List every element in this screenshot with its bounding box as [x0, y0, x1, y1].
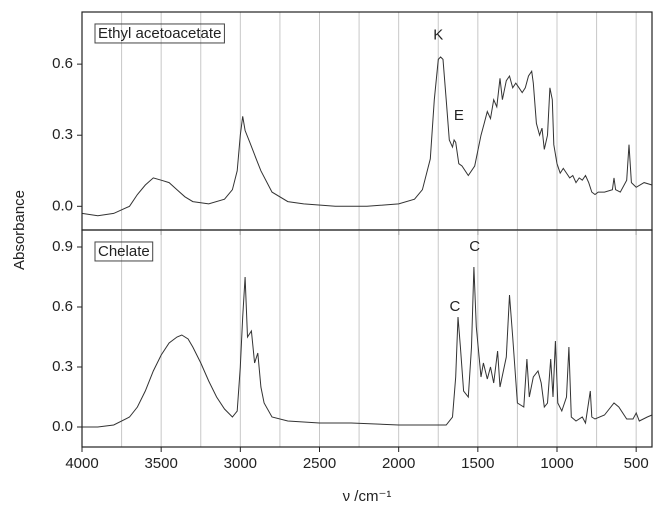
x-tick-label: 2500 — [303, 455, 336, 472]
legend-label: Ethyl acetoacetate — [98, 25, 221, 42]
spectrum-line — [82, 266, 653, 428]
plot-frame — [81, 229, 653, 448]
x-tick-label: 1500 — [461, 455, 494, 472]
x-tick-label: 3000 — [224, 455, 257, 472]
x-tick-label: 2000 — [382, 455, 415, 472]
y-tick-label: 0.6 — [52, 55, 73, 72]
x-axis-label: ν /cm⁻¹ — [343, 488, 392, 505]
legend-box — [94, 241, 154, 262]
y-tick-label: 0.6 — [52, 298, 73, 315]
x-tick-label: 500 — [624, 455, 649, 472]
y-axis-label: Absorbance — [11, 190, 28, 270]
y-tick-label: 0.9 — [52, 238, 73, 255]
legend-label: Chelate — [98, 243, 150, 260]
spectrum-line — [81, 56, 653, 217]
annotation: C — [469, 238, 480, 255]
y-tick-label: 0.3 — [52, 126, 73, 143]
y-tick-label: 0.3 — [52, 358, 73, 375]
annotation: K — [433, 27, 443, 44]
y-tick-label: 0.0 — [52, 418, 73, 435]
x-tick-label: 1000 — [540, 455, 573, 472]
annotation: E — [454, 107, 464, 124]
annotation: C — [449, 298, 460, 315]
x-tick-label: 3500 — [144, 455, 177, 472]
plot-frame — [81, 11, 653, 231]
legend-box — [94, 23, 225, 44]
x-tick-label: 4000 — [65, 455, 98, 472]
y-tick-label: 0.0 — [52, 197, 73, 214]
